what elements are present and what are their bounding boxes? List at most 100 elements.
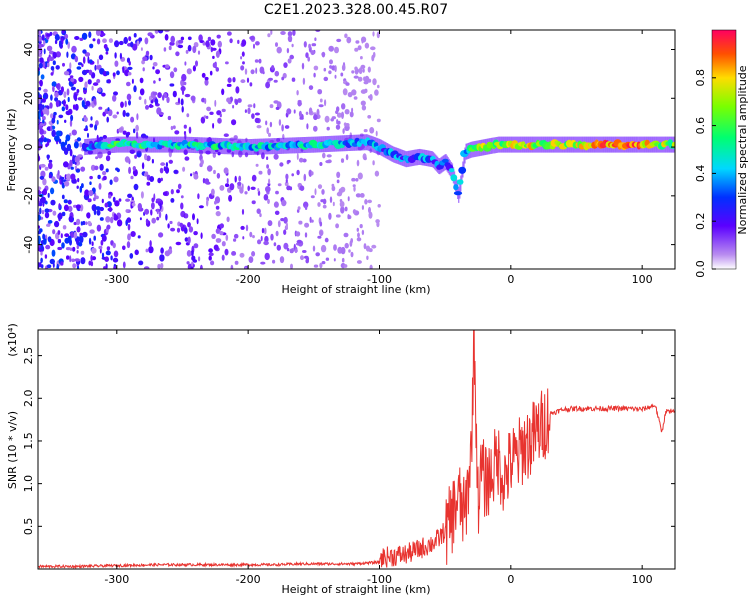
noise-speckle [313, 72, 316, 78]
noise-speckle [130, 205, 133, 209]
noise-speckle [208, 248, 214, 253]
noise-speckle [233, 238, 237, 242]
noise-speckle [265, 81, 270, 89]
noise-speckle [40, 196, 46, 203]
noise-speckle [173, 169, 179, 174]
noise-speckle [298, 220, 303, 225]
noise-speckle [81, 183, 84, 189]
noise-speckle [76, 244, 80, 250]
noise-speckle [69, 149, 73, 157]
noise-speckle [301, 62, 305, 70]
noise-speckle [196, 218, 199, 225]
noise-speckle [257, 190, 261, 196]
spectrogram-frame [37, 29, 676, 270]
noise-speckle [84, 189, 90, 197]
noise-speckle [361, 105, 367, 111]
noise-speckle [76, 185, 79, 189]
noise-speckle [69, 159, 73, 166]
noise-speckle [209, 70, 213, 76]
noise-speckle [240, 65, 245, 71]
noise-speckle [287, 31, 293, 37]
noise-speckle [85, 221, 88, 225]
ridge-cell [458, 166, 467, 174]
noise-speckle [260, 235, 263, 242]
noise-speckle [91, 241, 94, 246]
x-tick-label: -300 [104, 273, 129, 286]
noise-speckle [87, 56, 90, 64]
noise-speckle [237, 98, 242, 103]
noise-speckle [137, 203, 142, 210]
snr-panel: -300 -200 -100 0 100 0.5 1.0 1.5 2.0 2.5 Height … [6, 323, 676, 596]
noise-speckle [227, 77, 232, 83]
noise-speckle [368, 211, 373, 219]
noise-speckle [90, 255, 93, 262]
noise-speckle [50, 66, 55, 71]
noise-speckle [181, 73, 187, 82]
noise-speckle [48, 162, 53, 170]
noise-speckle [170, 189, 174, 195]
noise-speckle [217, 40, 222, 48]
noise-speckle [127, 66, 133, 70]
noise-speckle [38, 103, 43, 109]
noise-speckle [65, 247, 71, 251]
noise-speckle [181, 88, 185, 96]
noise-speckle [248, 256, 254, 263]
noise-speckle [308, 107, 313, 114]
noise-speckle [169, 83, 175, 87]
noise-speckle [42, 178, 47, 186]
noise-speckle [41, 34, 45, 41]
spectrogram-y-ticks: -40 -20 0 20 40 [22, 43, 675, 254]
noise-speckle [128, 61, 131, 66]
noise-speckle [305, 111, 309, 116]
colorbar-tick-label: 0.2 [694, 212, 707, 230]
noise-speckle [74, 103, 79, 111]
noise-speckle [230, 264, 234, 269]
noise-speckle [213, 244, 219, 251]
noise-speckle [260, 261, 266, 265]
noise-speckle [96, 224, 102, 232]
noise-speckle [329, 65, 333, 69]
noise-speckle [104, 202, 109, 208]
noise-speckle [302, 77, 306, 85]
noise-speckle [50, 125, 53, 132]
noise-speckle [226, 97, 231, 103]
noise-speckle [257, 188, 260, 192]
noise-speckle [296, 152, 299, 161]
noise-speckle [377, 204, 381, 208]
colorbar-tick-label: 0.6 [694, 117, 707, 135]
y-tick-label: 1.5 [22, 432, 35, 450]
noise-speckle [46, 223, 51, 227]
noise-speckle [78, 76, 84, 83]
noise-speckle [184, 227, 188, 234]
noise-speckle [76, 226, 81, 233]
noise-speckle [154, 98, 159, 105]
noise-speckle [74, 155, 81, 163]
noise-speckle [193, 231, 198, 236]
noise-speckle [151, 202, 155, 210]
noise-speckle [224, 248, 229, 256]
noise-speckle [106, 79, 109, 84]
noise-speckle [108, 38, 113, 43]
noise-speckle [368, 206, 371, 214]
noise-speckle [184, 156, 190, 161]
noise-speckle [345, 123, 350, 127]
noise-speckle [39, 202, 43, 207]
noise-speckle [267, 220, 273, 227]
noise-speckle [221, 241, 226, 247]
noise-speckle [270, 30, 273, 35]
noise-speckle [351, 89, 357, 96]
noise-speckle [360, 100, 366, 106]
y-tick-label: 2.5 [22, 347, 35, 365]
noise-speckle [264, 252, 270, 261]
noise-speckle [38, 30, 42, 37]
colorbar-tick-label: 0.4 [694, 165, 707, 183]
noise-speckle [80, 250, 85, 255]
y-tick-label: 40 [22, 43, 35, 57]
noise-speckle [78, 242, 83, 247]
noise-speckle [61, 211, 66, 217]
noise-speckle [126, 217, 132, 223]
noise-speckle [319, 221, 323, 227]
noise-speckle [46, 45, 53, 52]
noise-speckle [46, 62, 50, 68]
noise-speckle [112, 257, 119, 263]
